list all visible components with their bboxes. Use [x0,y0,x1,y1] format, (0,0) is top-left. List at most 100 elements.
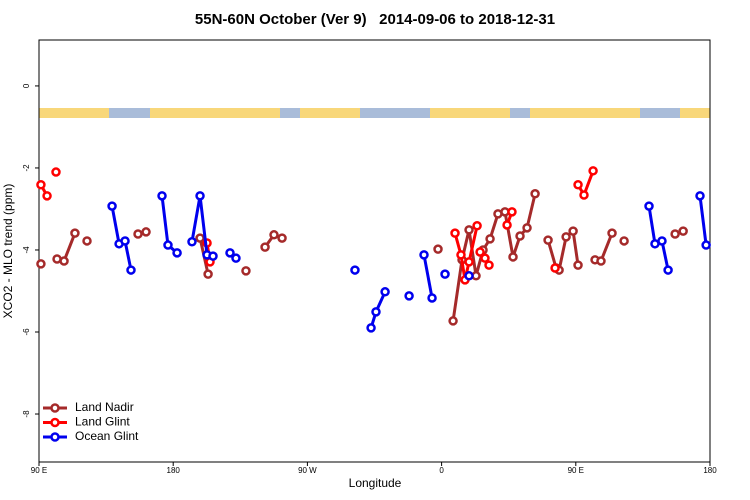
data-point [225,248,235,258]
data-point [231,253,241,263]
data-point [508,252,518,262]
data-point [670,229,680,239]
map-strip [39,108,710,118]
data-point [350,265,360,275]
ocean-strip [39,108,710,118]
data-point [579,190,589,200]
data-point [475,247,485,257]
data-point [607,228,617,238]
data-point [515,231,525,241]
data-point [59,256,69,266]
data-point [530,189,540,199]
data-point [172,248,182,258]
data-point [502,220,512,230]
data-point [433,244,443,254]
data-point [522,223,532,233]
land-strip [430,108,510,118]
data-point [126,265,136,275]
y-tick-label: 0 [22,83,31,88]
legend-label: Land Nadir [75,400,134,414]
data-point [419,250,429,260]
land-strip [150,108,280,118]
series-line [698,195,708,246]
chart-title: 55N-60N October (Ver 9) 2014-09-06 to 20… [195,11,555,28]
data-point [464,225,474,235]
data-point [678,226,688,236]
x-tick-label: 90 E [31,466,47,475]
data-point [657,236,667,246]
x-tick-label: 90 E [568,466,584,475]
data-point [588,166,598,176]
legend-label: Ocean Glint [75,429,139,443]
data-point [133,229,143,239]
series-line [422,254,434,299]
data-point [619,236,629,246]
land-strip [300,108,360,118]
legend-marker [50,403,60,413]
data-point [464,271,474,281]
data-point [260,242,270,252]
data-point [472,221,482,231]
data-point [187,237,197,247]
data-point [70,228,80,238]
y-tick-label: -2 [22,164,31,172]
data-point [36,259,46,269]
y-tick-label: -8 [22,410,31,418]
data-point [241,266,251,276]
data-point [644,201,654,211]
data-point [427,293,437,303]
data-point [404,291,414,301]
data-point [163,240,173,250]
data-point [480,253,490,263]
data-point [484,260,494,270]
legend-marker [50,417,60,428]
data-point [543,235,553,245]
data-point [440,269,450,279]
data-point [448,316,458,326]
data-point [561,232,571,242]
y-tick-label: -4 [22,246,31,254]
data-point [269,230,279,240]
data-point [380,287,390,297]
x-tick-label: 90 W [298,466,317,475]
y-axis-label: XCO2 - MLO trend (ppm) [1,184,15,319]
data-point [568,226,578,236]
data-point [550,263,560,273]
land-strip [530,108,640,118]
data-point [195,191,205,201]
data-point [596,256,606,266]
plot-frame [38,39,711,463]
data-point [663,265,673,275]
data-point [141,227,151,237]
data-point [695,191,705,201]
data-point [195,233,205,243]
data-point [507,207,517,217]
land-strip [680,108,710,118]
data-point [573,180,583,190]
land-strip [39,108,109,118]
x-tick-label: 180 [167,466,181,475]
legend-marker [50,432,60,442]
data-point [203,269,213,279]
data-point [36,180,46,190]
data-point [208,251,218,261]
data-point [573,260,583,270]
data-point [120,236,130,246]
data-point [157,191,167,201]
data-point [701,240,711,250]
data-point [107,201,117,211]
data-point [464,257,474,267]
data-point [450,228,460,238]
data-point [366,323,376,333]
data-point [371,307,381,317]
x-tick-label: 180 [703,466,717,475]
data-point [485,234,495,244]
y-tick-label: -6 [22,328,31,336]
x-tick-label: 0 [439,466,444,475]
data-point [456,250,466,260]
legend-label: Land Glint [75,415,130,429]
data-point [51,167,61,177]
x-axis-label: Longitude [349,476,402,490]
data-point [82,236,92,246]
